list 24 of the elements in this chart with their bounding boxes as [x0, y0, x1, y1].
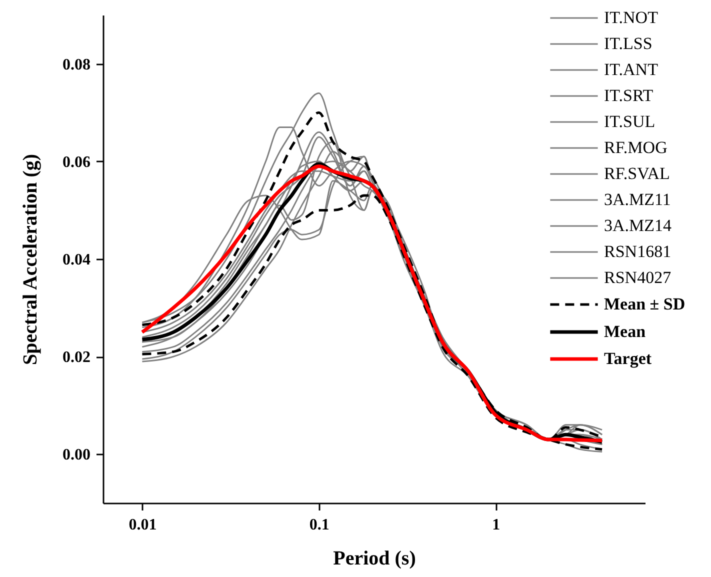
- legend-label: IT.ANT: [604, 60, 659, 79]
- y-tick-label: 0.04: [62, 252, 90, 268]
- legend-label: RF.SVAL: [604, 164, 670, 183]
- legend-label: RSN4027: [604, 268, 672, 287]
- x-axis-title: Period (s): [333, 548, 416, 570]
- y-axis-title: Spectral Acceleration (g): [20, 154, 42, 366]
- legend-label: IT.LSS: [604, 34, 652, 53]
- legend-label: 3A.MZ11: [604, 190, 671, 209]
- y-tick-label: 0.06: [62, 154, 90, 171]
- legend-label: RSN1681: [604, 242, 672, 261]
- legend-label: Mean ± SD: [604, 294, 686, 314]
- legend-label: Target: [604, 349, 652, 368]
- y-tick-label: 0.02: [62, 349, 90, 366]
- legend-label: 3A.MZ14: [604, 216, 672, 235]
- x-tick-label: 1: [492, 516, 500, 534]
- legend-label: Mean: [604, 322, 646, 341]
- y-tick-label: 0.08: [62, 56, 90, 74]
- y-tick-label: 0.00: [62, 446, 90, 464]
- legend-label: IT.SUL: [604, 112, 656, 131]
- x-tick-label: 0.01: [128, 516, 157, 534]
- x-tick-label: 0.1: [309, 516, 330, 534]
- legend-label: IT.NOT: [604, 8, 659, 27]
- legend-label: RF.MOG: [604, 138, 668, 157]
- legend-label: IT.SRT: [604, 86, 654, 105]
